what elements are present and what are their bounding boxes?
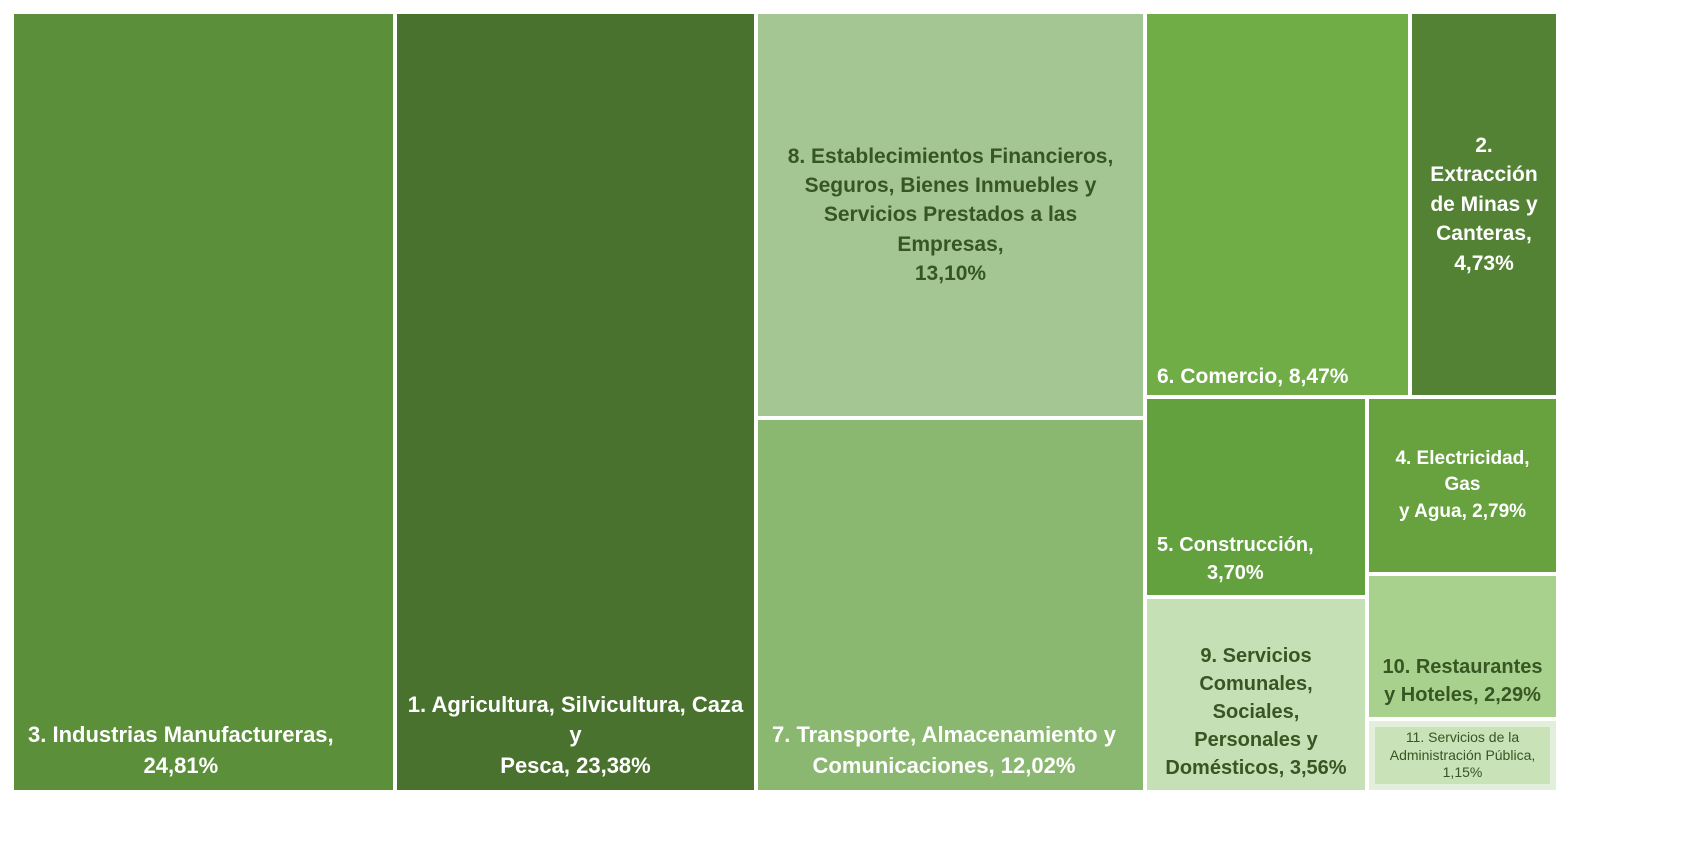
treemap-tile-label: 10. Restaurantes y Hoteles, 2,29% [1382, 656, 1543, 706]
treemap-tile-label: 5. Construcción, 3,70% [1157, 534, 1314, 584]
treemap-tile-5[interactable]: 5. Construcción, 3,70% [1145, 397, 1367, 597]
treemap-tile-label: 1. Agricultura, Silvicultura, Caza y Pes… [407, 691, 744, 779]
treemap-plot-area: 3. Industrias Manufactureras, 24,81% 1. A… [12, 12, 1681, 855]
treemap-tile-8[interactable]: 8. Establecimientos Financieros, Seguros… [756, 12, 1145, 418]
treemap-tile-label: 9. Servicios Comunales, Sociales, Person… [1165, 645, 1347, 779]
treemap-tile-6[interactable]: 6. Comercio, 8,47% [1145, 12, 1410, 397]
treemap-tile-label: 7. Transporte, Almacenamiento y Comunica… [772, 722, 1116, 779]
treemap-tile-label: 4. Electricidad, Gas y Agua, 2,79% [1395, 447, 1530, 522]
treemap-tile-4[interactable]: 4. Electricidad, Gas y Agua, 2,79% [1367, 397, 1558, 574]
treemap-tile-2[interactable]: 2. Extracción de Minas y Canteras, 4,73% [1410, 12, 1558, 397]
treemap-tile-label: 3. Industrias Manufactureras, 24,81% [28, 722, 334, 779]
treemap-tile-7[interactable]: 7. Transporte, Almacenamiento y Comunica… [756, 418, 1145, 792]
treemap-tile-label: 2. Extracción de Minas y Canteras, 4,73% [1430, 134, 1538, 275]
treemap-tile-label: 6. Comercio, 8,47% [1157, 364, 1349, 388]
treemap-tile-1[interactable]: 1. Agricultura, Silvicultura, Caza y Pes… [395, 12, 756, 792]
treemap-tile-11-inner: 11. Servicios de la Administración Públi… [1375, 727, 1550, 784]
treemap-tile-9[interactable]: 9. Servicios Comunales, Sociales, Person… [1145, 597, 1367, 792]
treemap-tile-label: 8. Establecimientos Financieros, Seguros… [787, 144, 1114, 286]
treemap-tile-11[interactable]: 11. Servicios de la Administración Públi… [1367, 719, 1558, 792]
treemap-tile-3[interactable]: 3. Industrias Manufactureras, 24,81% [12, 12, 395, 792]
treemap-tile-10[interactable]: 10. Restaurantes y Hoteles, 2,29% [1367, 574, 1558, 719]
treemap-tile-label: 11. Servicios de la Administración Públi… [1389, 729, 1536, 781]
